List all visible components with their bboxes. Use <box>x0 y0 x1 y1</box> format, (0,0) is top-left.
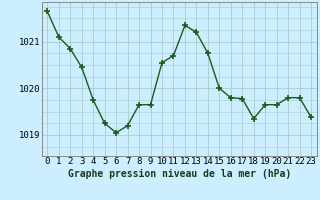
X-axis label: Graphe pression niveau de la mer (hPa): Graphe pression niveau de la mer (hPa) <box>68 169 291 179</box>
